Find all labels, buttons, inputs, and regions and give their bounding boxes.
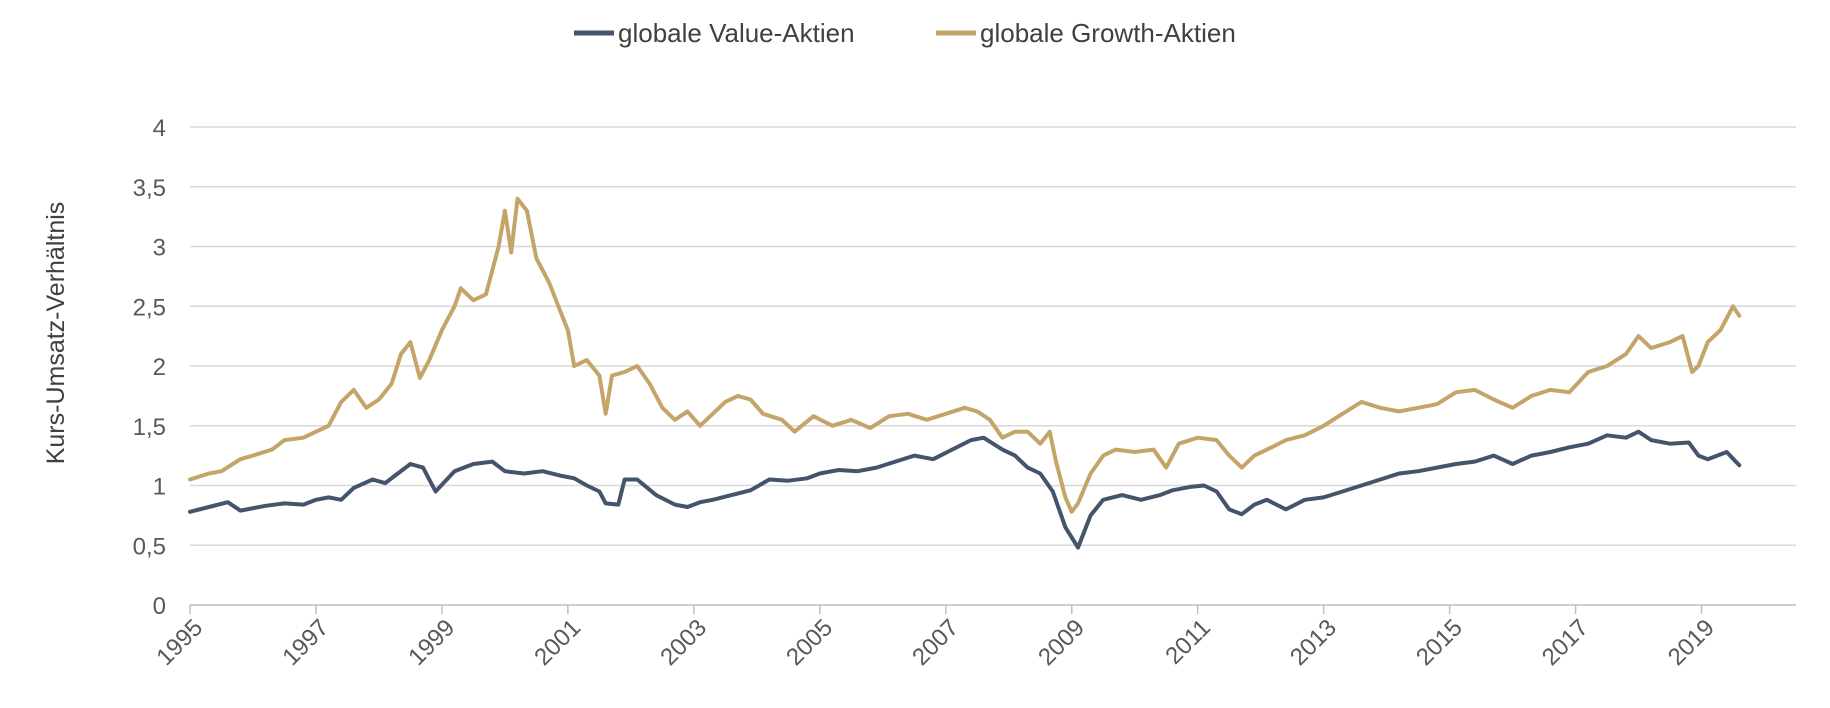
- y-tick-label: 0: [153, 593, 166, 620]
- x-tick-label: 1995: [151, 614, 208, 671]
- x-tick-label: 1999: [403, 614, 460, 671]
- y-tick-label: 2: [153, 354, 166, 381]
- x-tick-label: 2009: [1033, 614, 1090, 671]
- y-tick-label: 3,5: [133, 175, 166, 202]
- x-tick-label: 2007: [907, 614, 964, 671]
- series-line-value: [188, 429, 1742, 550]
- legend-label-value: globale Value-Aktien: [618, 18, 855, 48]
- x-tick-label: 2011: [1160, 614, 1216, 670]
- legend-label-growth: globale Growth-Aktien: [980, 18, 1236, 48]
- y-tick-label: 3: [153, 235, 166, 262]
- y-tick-label: 1: [153, 474, 166, 501]
- x-tick-label: 2001: [529, 614, 586, 671]
- legend-item-value: globale Value-Aktien: [574, 18, 855, 48]
- x-tick-label: 2005: [781, 614, 838, 671]
- x-tick-label: 2019: [1663, 614, 1720, 671]
- x-tick-label: 2017: [1537, 614, 1594, 671]
- y-tick-label: 0,5: [133, 533, 166, 560]
- legend: globale Value-Aktien globale Growth-Akti…: [574, 18, 1236, 48]
- series-line-growth: [188, 196, 1742, 514]
- x-tick-label: 2003: [655, 614, 712, 671]
- x-tick-label: 2013: [1285, 614, 1342, 671]
- x-tick-label: 1997: [277, 614, 334, 671]
- y-tick-label: 1,5: [133, 414, 166, 441]
- legend-item-growth: globale Growth-Aktien: [936, 18, 1236, 48]
- x-tick-label: 2015: [1411, 614, 1468, 671]
- y-tick-label: 2,5: [133, 294, 166, 321]
- series-lines: [188, 196, 1742, 550]
- y-axis-ticks: 0 0,5 1 1,5 2 2,5 3 3,5 4: [133, 115, 166, 620]
- y-tick-label: 4: [153, 115, 166, 142]
- y-axis-label: Kurs-Umsatz-Verhältnis: [42, 202, 70, 465]
- x-axis: 1995 1997 1999 2001 2003 2005 2007 2009 2011 2013…: [151, 604, 1796, 671]
